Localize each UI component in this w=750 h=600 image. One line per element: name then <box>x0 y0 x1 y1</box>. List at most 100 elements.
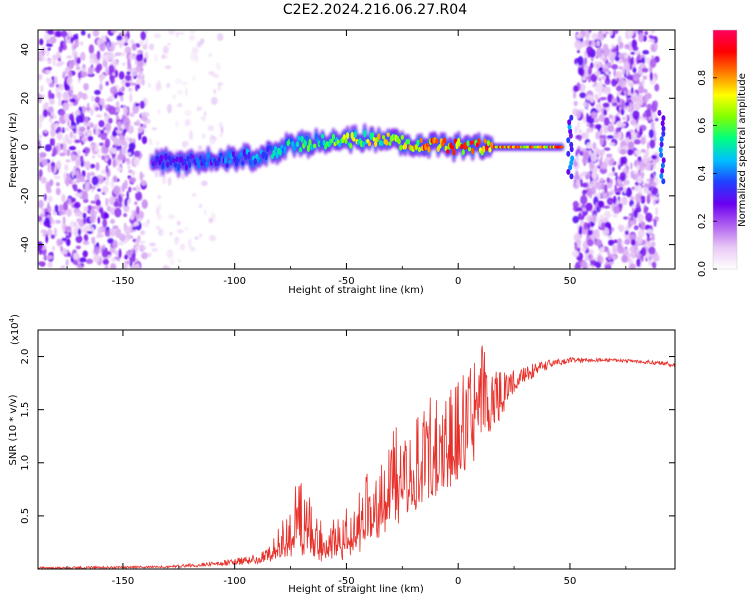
noise-speckle <box>114 207 122 218</box>
noise-speckle <box>81 71 88 78</box>
noise-speckle <box>83 206 89 213</box>
noise-speckle <box>640 136 646 145</box>
noise-speckle <box>67 30 72 38</box>
signal-core <box>446 149 450 154</box>
noise-speckle <box>89 122 94 128</box>
signal-core <box>223 156 228 165</box>
noise-speckle <box>642 50 650 55</box>
noise-speckle <box>110 178 115 189</box>
colorbar-tick-label: 0.6 <box>697 118 708 134</box>
noise-speckle <box>604 78 611 85</box>
noise-speckle <box>110 218 116 224</box>
signal-core <box>313 143 317 149</box>
signal-core <box>299 147 303 153</box>
noise-speckle <box>627 148 634 156</box>
noise-speckle <box>107 158 112 166</box>
noise-speckle <box>105 158 108 162</box>
noise-speckle <box>590 73 598 83</box>
noise-speckle <box>104 112 107 117</box>
noise-speckle <box>646 178 649 183</box>
noise-speckle <box>595 239 603 247</box>
noise-speckle <box>56 126 62 133</box>
noise-speckle <box>104 264 109 269</box>
noise-speckle <box>587 66 592 76</box>
noise-speckle <box>112 225 119 230</box>
noise-speckle <box>633 72 640 82</box>
noise-speckle <box>642 112 647 118</box>
noise-speckle <box>141 136 148 145</box>
noise-speckle <box>651 186 654 191</box>
noise-speckle <box>591 264 595 269</box>
noise-speckle <box>139 245 147 251</box>
noise-speckle <box>174 236 179 246</box>
noise-speckle <box>617 224 625 232</box>
noise-speckle <box>100 54 104 60</box>
noise-speckle <box>47 261 53 268</box>
noise-speckle <box>184 109 192 117</box>
signal-core <box>345 132 350 140</box>
noise-speckle <box>135 206 140 215</box>
noise-speckle <box>605 74 610 82</box>
signal-core <box>438 144 442 149</box>
noise-speckle <box>645 161 652 171</box>
signal-core <box>269 146 273 151</box>
noise-speckle <box>601 75 608 81</box>
noise-speckle <box>95 114 102 118</box>
noise-speckle <box>147 252 152 258</box>
noise-speckle <box>68 60 75 67</box>
signal-core <box>219 152 223 158</box>
noise-speckle <box>623 216 629 220</box>
noise-speckle <box>82 92 87 100</box>
noise-speckle <box>94 96 101 104</box>
noise-speckle <box>114 42 118 46</box>
noise-speckle <box>594 70 601 76</box>
noise-speckle <box>140 30 147 41</box>
noise-speckle <box>597 47 603 52</box>
noise-speckle <box>84 116 89 124</box>
noise-speckle <box>176 229 184 234</box>
noise-speckle <box>38 57 43 62</box>
noise-speckle <box>58 210 67 216</box>
noise-speckle <box>92 30 100 37</box>
noise-speckle <box>603 210 612 219</box>
noise-speckle <box>72 252 80 260</box>
noise-speckle <box>208 234 217 242</box>
noise-speckle <box>589 190 593 199</box>
spectrogram-x-tick-label: -150 <box>112 276 135 287</box>
noise-speckle <box>582 189 587 196</box>
noise-speckle <box>46 66 53 71</box>
colorbar: 0.0 0.2 0.4 0.6 0.8 Normalized spectral ampl… <box>697 29 748 277</box>
noise-speckle <box>607 191 610 198</box>
noise-speckle <box>581 204 586 209</box>
noise-speckle <box>123 213 128 218</box>
noise-speckle <box>616 187 622 192</box>
noise-speckle <box>589 95 595 103</box>
noise-speckle <box>69 131 74 139</box>
noise-speckle <box>581 182 589 188</box>
noise-speckle <box>584 57 588 66</box>
signal-core <box>283 146 287 154</box>
noise-speckle <box>55 87 60 93</box>
noise-speckle <box>112 159 117 168</box>
noise-speckle <box>89 214 96 224</box>
noise-speckle <box>89 222 92 230</box>
noise-speckle <box>112 130 117 137</box>
noise-speckle <box>217 85 222 92</box>
noise-speckle <box>110 74 115 85</box>
transient-blob <box>659 172 664 179</box>
noise-speckle <box>577 121 581 130</box>
noise-speckle <box>85 160 91 171</box>
noise-speckle <box>633 139 641 145</box>
noise-speckle <box>78 264 82 269</box>
noise-speckle <box>606 153 613 159</box>
noise-speckle <box>99 42 106 52</box>
noise-speckle <box>625 187 632 198</box>
noise-speckle <box>210 135 215 139</box>
noise-speckle <box>574 242 578 251</box>
noise-speckle <box>216 66 221 71</box>
noise-speckle <box>110 59 118 64</box>
noise-speckle <box>603 147 611 151</box>
noise-speckle <box>638 84 645 94</box>
noise-speckle <box>87 33 91 39</box>
noise-speckle <box>627 141 635 150</box>
